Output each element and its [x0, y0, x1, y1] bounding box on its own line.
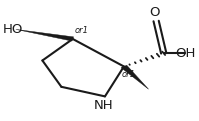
Polygon shape	[16, 29, 74, 41]
Text: or1: or1	[122, 70, 136, 79]
Text: O: O	[149, 6, 160, 19]
Text: NH: NH	[93, 99, 113, 112]
Text: HO: HO	[3, 23, 23, 36]
Polygon shape	[121, 65, 149, 89]
Text: or1: or1	[75, 26, 89, 35]
Text: OH: OH	[175, 47, 195, 60]
